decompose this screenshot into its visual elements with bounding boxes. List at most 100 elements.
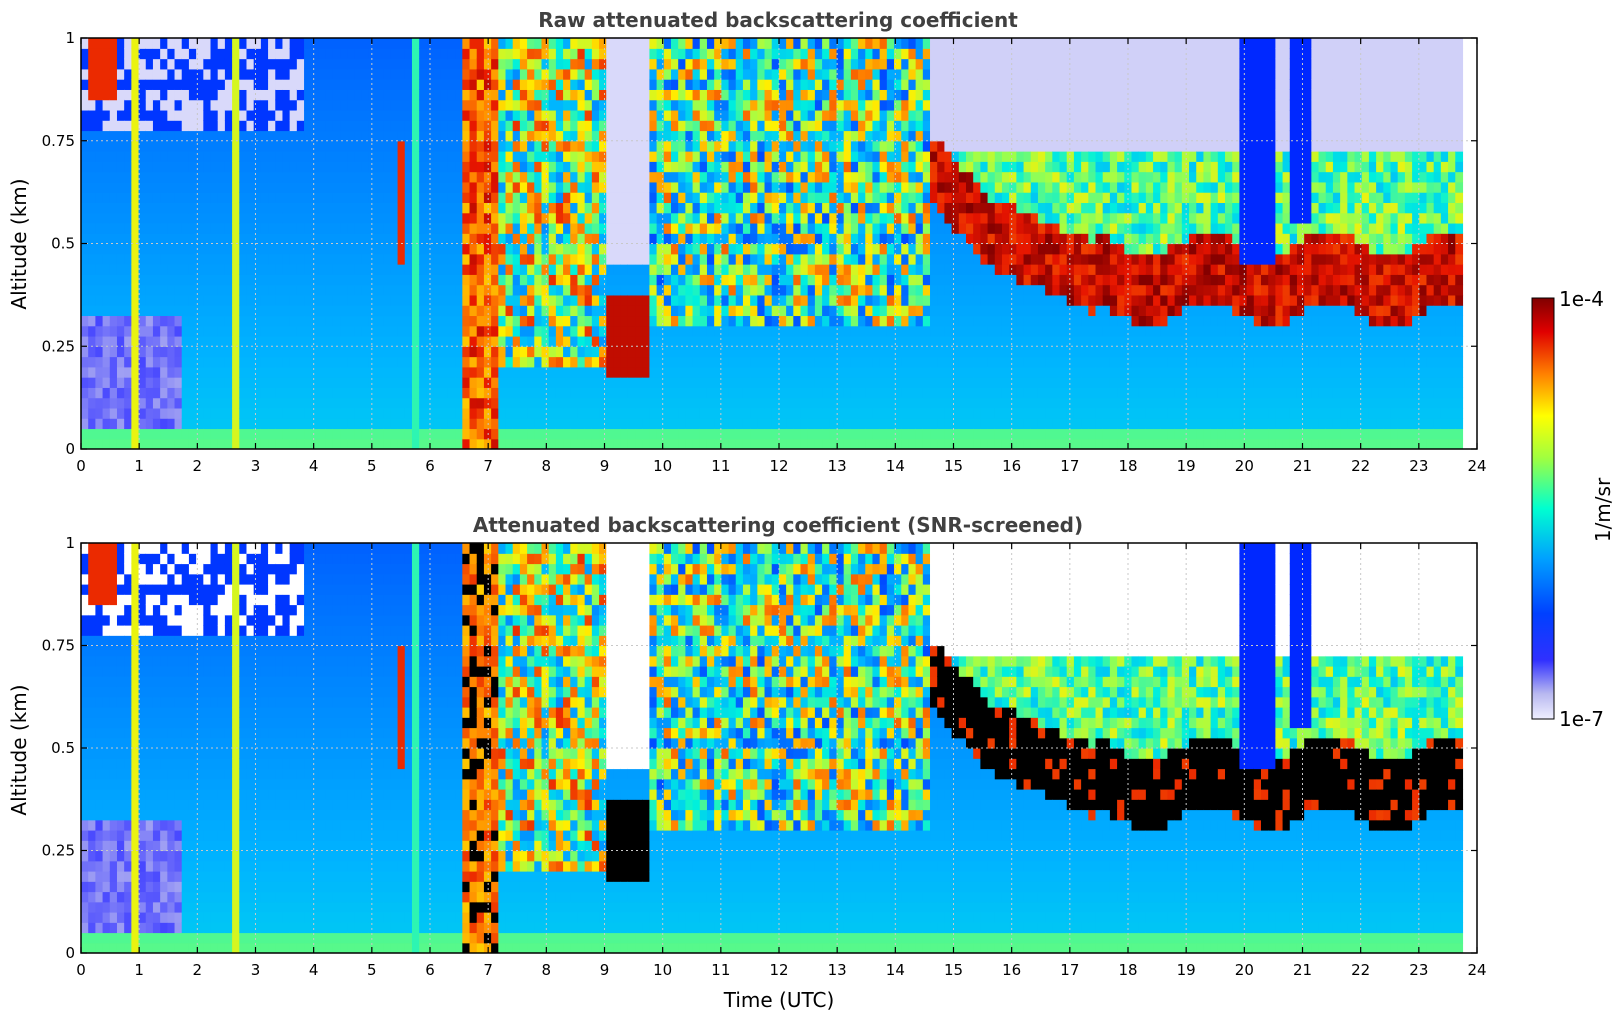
heatmap-cell	[908, 315, 917, 327]
heatmap-cell	[145, 294, 154, 306]
heatmap-cell	[966, 181, 974, 193]
heatmap-cell	[325, 356, 334, 368]
heatmap-cell	[944, 120, 953, 132]
heatmap-cell	[174, 346, 183, 358]
heatmap-cell	[656, 418, 665, 430]
heatmap-cell	[340, 387, 348, 399]
heatmap-cell	[606, 346, 615, 358]
heatmap-cell	[757, 48, 766, 60]
heatmap-cell	[260, 89, 269, 101]
heatmap-cell	[88, 171, 96, 183]
heatmap-cell	[160, 397, 168, 409]
heatmap-cell	[635, 38, 643, 49]
heatmap-cell	[390, 397, 399, 409]
heatmap-cell	[836, 120, 845, 132]
heatmap-cell	[383, 68, 391, 80]
heatmap-cell	[800, 397, 809, 409]
heatmap-cell	[95, 222, 104, 234]
heatmap-cell	[685, 346, 694, 358]
heatmap-cell	[109, 222, 118, 234]
heatmap-cell	[865, 99, 874, 111]
heatmap-cell	[232, 356, 240, 368]
heatmap-cell	[491, 325, 499, 337]
heatmap-cell	[217, 202, 226, 214]
heatmap-cell	[447, 428, 456, 440]
heatmap-cell	[656, 130, 665, 142]
heatmap-cell	[469, 264, 478, 275]
heatmap-cell	[505, 356, 514, 368]
heatmap-cell	[181, 120, 190, 132]
heatmap-cell	[426, 181, 435, 193]
heatmap-cell	[318, 428, 327, 440]
heatmap-cell	[541, 438, 550, 449]
heatmap-cell	[534, 397, 543, 409]
heatmap-cell	[275, 212, 284, 224]
heatmap-cell	[260, 222, 269, 234]
heatmap-cell	[879, 305, 888, 317]
heatmap-cell	[340, 192, 348, 204]
heatmap-cell	[325, 253, 334, 265]
heatmap-cell	[692, 407, 701, 419]
heatmap-cell	[742, 222, 751, 234]
heatmap-cell	[807, 161, 816, 173]
heatmap-cell	[750, 181, 758, 193]
heatmap-cell	[613, 58, 622, 70]
heatmap-cell	[289, 243, 298, 255]
heatmap-cell	[635, 325, 643, 337]
heatmap-cell	[635, 222, 643, 234]
heatmap-cell	[714, 140, 722, 152]
heatmap-cell	[591, 356, 600, 368]
heatmap-cell	[599, 181, 607, 193]
heatmap-cell	[512, 428, 521, 440]
heatmap-cell	[368, 346, 377, 358]
heatmap-cell	[383, 222, 391, 234]
heatmap-cell	[383, 212, 391, 224]
heatmap-cell	[124, 253, 132, 265]
heatmap-cell	[433, 243, 442, 255]
heatmap-cell	[203, 325, 212, 337]
heatmap-cell	[232, 48, 240, 60]
heatmap-cell	[742, 407, 751, 419]
heatmap-cell	[620, 120, 629, 132]
heatmap-cell	[174, 48, 183, 60]
heatmap-cell	[440, 130, 449, 142]
heatmap-cell	[116, 438, 125, 449]
heatmap-cell	[908, 294, 917, 306]
heatmap-cell	[347, 151, 356, 162]
heatmap-cell	[894, 58, 902, 70]
heatmap-cell	[246, 181, 255, 193]
heatmap-cell	[109, 89, 118, 101]
heatmap-cell	[275, 222, 284, 234]
heatmap-cell	[850, 418, 859, 430]
heatmap-cell	[246, 325, 255, 337]
heatmap-cell	[555, 438, 564, 449]
heatmap-cell	[886, 171, 895, 183]
heatmap-cell	[750, 305, 758, 317]
heatmap-cell	[268, 140, 276, 152]
heatmap-cell	[649, 212, 658, 224]
heatmap-cell	[109, 315, 118, 327]
heatmap-cell	[224, 130, 233, 142]
heatmap-cell	[469, 428, 478, 440]
heatmap-cell	[325, 192, 334, 204]
heatmap-cell	[491, 294, 499, 306]
heatmap-cell	[232, 387, 240, 399]
heatmap-cell	[541, 428, 550, 440]
heatmap-cell	[88, 222, 96, 234]
heatmap-cell	[483, 130, 492, 142]
heatmap-cell	[527, 366, 535, 378]
heatmap-cell	[563, 222, 571, 234]
heatmap-cell	[440, 418, 449, 430]
heatmap-cell	[325, 418, 334, 430]
heatmap-cell	[642, 243, 651, 255]
heatmap-cell	[347, 79, 356, 90]
heatmap-cell	[354, 305, 363, 317]
heatmap-cell	[188, 407, 197, 419]
heatmap-cell	[930, 264, 938, 275]
heatmap-cell	[577, 305, 586, 317]
heatmap-cell	[354, 181, 363, 193]
heatmap-cell	[455, 377, 463, 388]
heatmap-cell	[181, 222, 190, 234]
heatmap-cell	[469, 120, 478, 132]
heatmap-cell	[541, 356, 550, 368]
